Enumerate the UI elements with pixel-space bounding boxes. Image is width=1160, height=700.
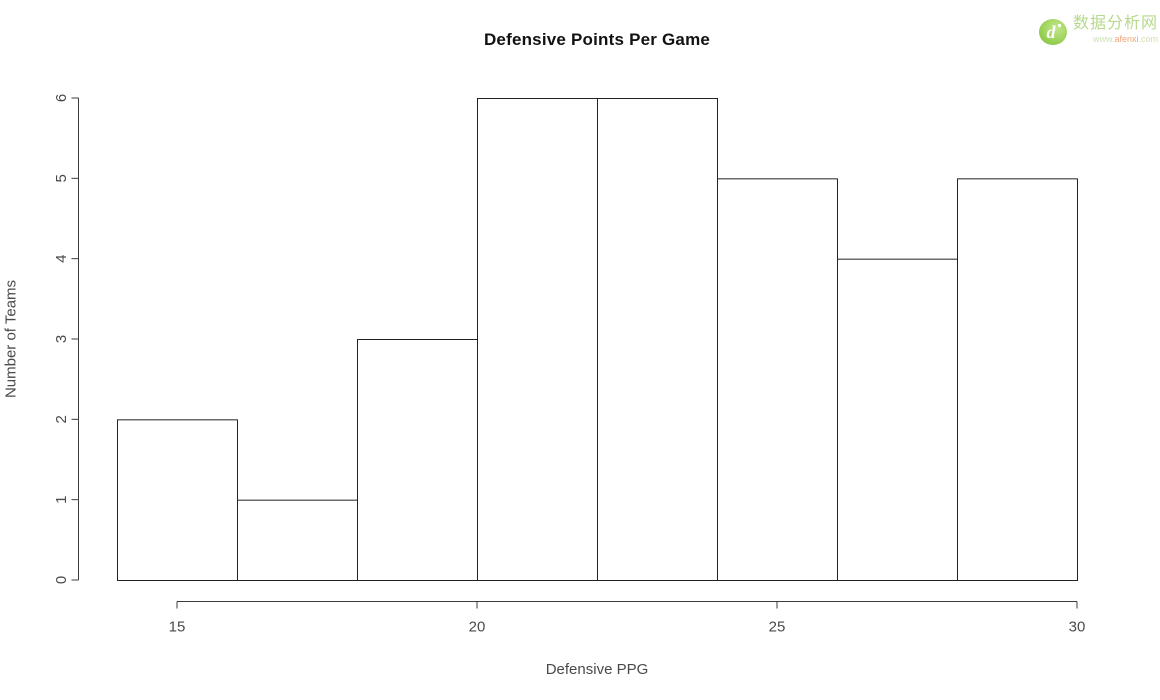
x-tick-label: 20 bbox=[469, 619, 486, 636]
y-tick-label: 6 bbox=[53, 94, 70, 102]
y-tick-label: 2 bbox=[53, 415, 70, 423]
watermark-url-suffix: .com bbox=[1138, 34, 1159, 44]
watermark: d 数据分析网 www.afenxi.com bbox=[1038, 16, 1158, 47]
histogram-bar bbox=[357, 339, 478, 581]
histogram-bar bbox=[717, 178, 838, 582]
histogram-bar bbox=[957, 178, 1078, 582]
chart-title: Defensive Points Per Game bbox=[483, 30, 711, 49]
watermark-site-name: 数据分析网 bbox=[1073, 15, 1159, 32]
watermark-text: 数据分析网 www.afenxi.com bbox=[1073, 16, 1158, 44]
x-tick-label: 30 bbox=[1069, 619, 1086, 636]
histogram-bar bbox=[477, 98, 598, 581]
x-tick-label: 15 bbox=[169, 619, 186, 636]
histogram-bar bbox=[117, 419, 238, 582]
y-tick-label: 5 bbox=[53, 174, 70, 182]
afenxi-logo-icon: d bbox=[1039, 19, 1067, 45]
histogram-bar bbox=[237, 499, 358, 581]
histogram-bar bbox=[837, 258, 958, 581]
x-tick-label: 25 bbox=[769, 619, 786, 636]
watermark-site-url: www.afenxi.com bbox=[1073, 35, 1158, 44]
y-tick-label: 1 bbox=[53, 495, 70, 503]
x-axis-title: Defensive PPG bbox=[545, 661, 649, 678]
y-tick-label: 3 bbox=[53, 335, 70, 343]
y-tick-label: 0 bbox=[53, 576, 70, 584]
svg-text:d: d bbox=[1047, 22, 1057, 42]
y-axis-title: Number of Teams bbox=[2, 279, 20, 399]
y-tick-label: 4 bbox=[53, 254, 70, 262]
watermark-url-prefix: www. bbox=[1092, 34, 1115, 44]
histogram-bar bbox=[597, 98, 718, 581]
watermark-url-domain: afenxi bbox=[1114, 34, 1139, 44]
